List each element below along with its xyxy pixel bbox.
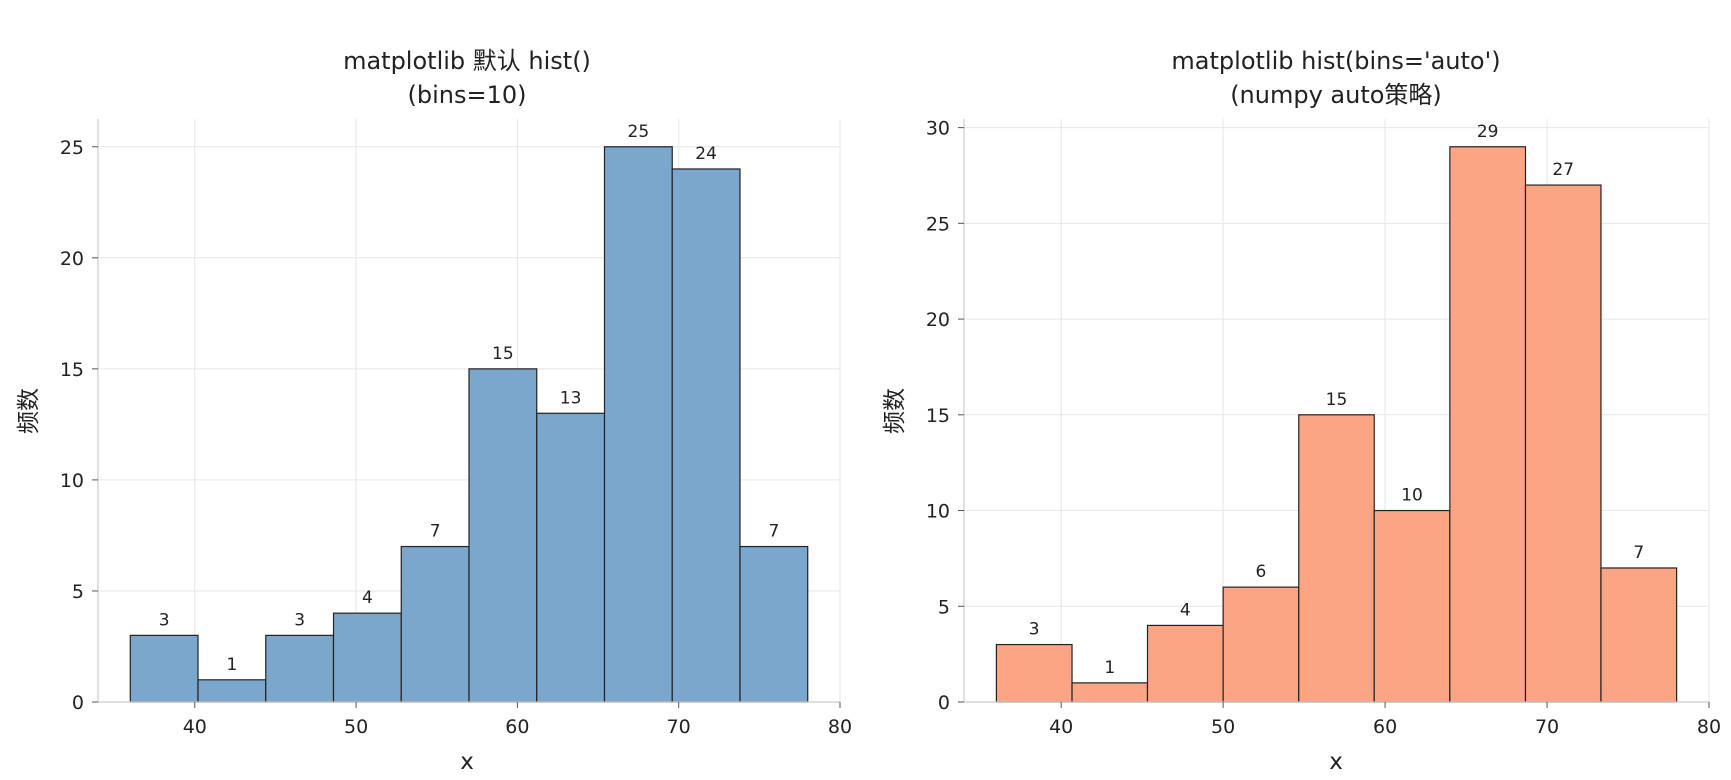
left-chart-x-tick-label: 50 — [344, 716, 368, 738]
right-chart-bar — [1373, 509, 1451, 703]
right-chart-y-tick-label: 20 — [926, 309, 950, 331]
right-chart-y-tick-label: 30 — [926, 118, 950, 140]
right-chart-bar-value-label: 29 — [1477, 122, 1499, 142]
left-chart-y-tick-label: 20 — [60, 248, 84, 270]
left-chart-bar-value-label: 25 — [628, 122, 650, 142]
left-chart-bar — [197, 679, 267, 703]
right-chart-bar — [1524, 184, 1602, 703]
right-chart-bar-value-label: 7 — [1633, 543, 1644, 563]
left-chart-y-tick-label: 10 — [60, 470, 84, 492]
right-chart-bar — [1146, 624, 1224, 703]
left-chart-bar — [400, 545, 470, 703]
right-chart-bar — [1298, 414, 1375, 703]
left-chart-bar — [536, 412, 606, 703]
right-chart-bar-value-label: 6 — [1256, 562, 1267, 582]
left-chart-bar — [671, 168, 741, 703]
right-chart-bar — [1449, 146, 1527, 703]
right-chart-y-tick-label: 25 — [926, 213, 950, 235]
left-chart-bar — [332, 612, 402, 703]
right-chart-y-axis-label: 频数 — [882, 388, 908, 434]
left-chart-bar-value-label: 3 — [159, 610, 170, 630]
left-chart-x-tick-label: 70 — [667, 716, 691, 738]
left-chart-bar — [129, 634, 199, 703]
right-chart-x-tick-label: 80 — [1697, 716, 1721, 738]
left-chart-y-tick-label: 5 — [72, 581, 84, 603]
right-chart-bar — [1222, 586, 1300, 703]
right-chart-y-tick-label: 0 — [938, 692, 950, 714]
right-chart-y-tick-label: 15 — [926, 405, 950, 427]
right-chart-title-line2: (numpy auto策略) — [1230, 81, 1442, 109]
left-chart-x-tick-label: 60 — [505, 716, 529, 738]
right-chart-title-line1: matplotlib hist(bins='auto') — [1171, 47, 1500, 75]
left-chart-bar-value-label: 24 — [695, 144, 717, 164]
left-chart-bar-value-label: 7 — [768, 522, 779, 542]
right-chart-bar-value-label: 4 — [1180, 600, 1191, 620]
left-chart-bar — [468, 368, 538, 703]
right-chart-x-tick-label: 50 — [1211, 716, 1235, 738]
right-chart-bar-value-label: 3 — [1029, 620, 1040, 640]
right-chart-bar-value-label: 15 — [1326, 390, 1348, 410]
left-chart-bar-value-label: 4 — [362, 588, 373, 608]
right-chart-bar-value-label: 10 — [1401, 486, 1423, 506]
left-chart-title-line1: matplotlib 默认 hist() — [343, 47, 591, 75]
left-chart-y-axis-label: 频数 — [16, 388, 42, 434]
left-chart-bar-value-label: 15 — [492, 344, 514, 364]
left-chart-bar-value-label: 3 — [294, 610, 305, 630]
left-chart-y-tick-label: 0 — [72, 692, 84, 714]
right-chart-y-tick-label: 5 — [938, 596, 950, 618]
left-chart-bar-value-label: 13 — [560, 388, 582, 408]
left-chart-x-tick-label: 80 — [828, 716, 852, 738]
right-chart-bar — [995, 643, 1073, 703]
left-chart-y-tick-label: 15 — [60, 359, 84, 381]
right-chart-x-tick-label: 60 — [1373, 716, 1397, 738]
right-chart-bar — [1071, 682, 1149, 703]
right-chart-y-tick-label: 10 — [926, 501, 950, 523]
right-chart-x-axis-label: x — [1329, 749, 1343, 775]
right-chart-x-tick-label: 40 — [1049, 716, 1073, 738]
left-chart-bar — [265, 634, 335, 703]
left-chart-bar — [603, 146, 673, 703]
left-chart-bar-value-label: 7 — [430, 522, 441, 542]
right-chart-bar — [1600, 567, 1678, 703]
left-chart-bar-value-label: 1 — [226, 655, 237, 675]
left-chart-x-tick-label: 40 — [183, 716, 207, 738]
right-chart-bar-value-label: 27 — [1552, 160, 1574, 180]
right-chart-x-tick-label: 70 — [1535, 716, 1559, 738]
left-chart-title-line2: (bins=10) — [408, 81, 527, 109]
right-chart: 3 1 4 6 15 10 29 27 7 40 50 60 70 80 0 5 10 15 20 25 30 ma… — [882, 47, 1721, 775]
left-chart-y-tick-label: 25 — [60, 137, 84, 159]
left-chart-x-axis-label: x — [460, 749, 474, 775]
right-chart-bar-value-label: 1 — [1104, 658, 1115, 678]
left-chart-bar — [739, 545, 809, 703]
